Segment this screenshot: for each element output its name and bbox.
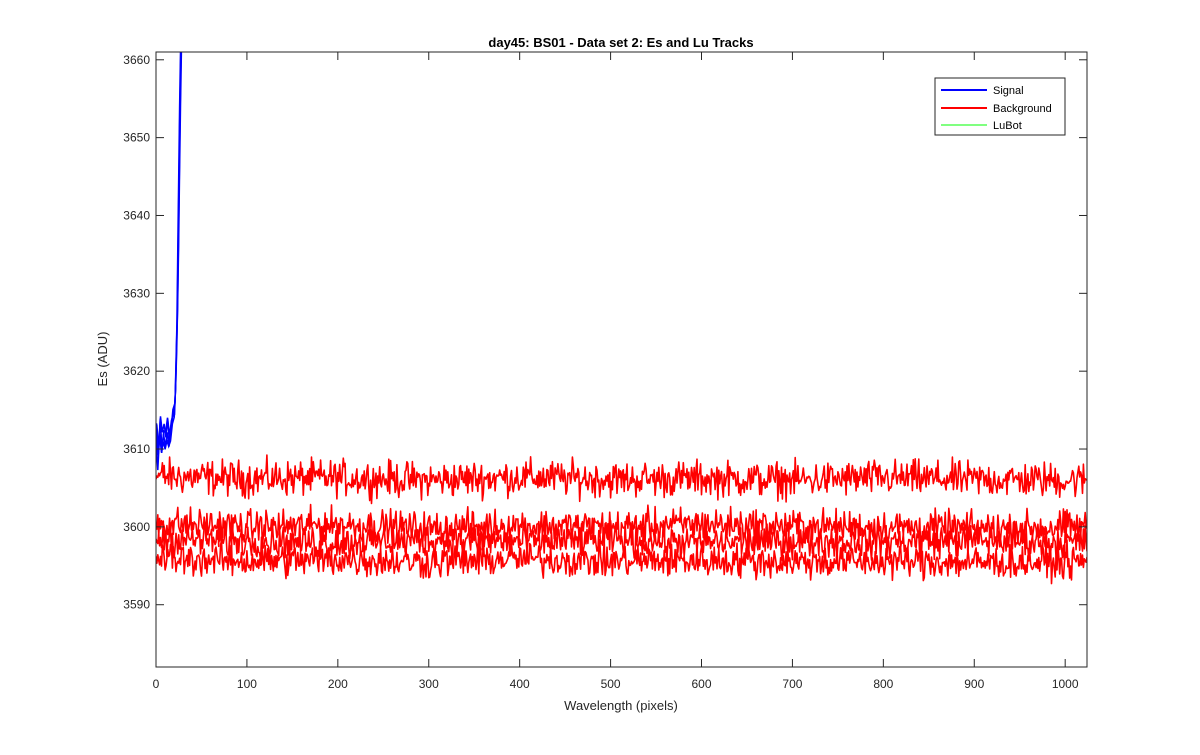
plot-box bbox=[155, 51, 1088, 668]
x-tick-label: 1000 bbox=[1052, 677, 1079, 691]
y-tick-label: 3620 bbox=[123, 364, 150, 378]
x-tick-label: 100 bbox=[237, 677, 257, 691]
x-tick-label: 900 bbox=[964, 677, 984, 691]
legend-label-signal: Signal bbox=[993, 85, 1024, 97]
series-layer bbox=[156, 52, 1087, 585]
x-tick-label: 0 bbox=[153, 677, 160, 691]
legend[interactable]: Signal Background LuBot bbox=[934, 77, 1066, 136]
series-line-background bbox=[156, 503, 1087, 549]
x-tick-label: 700 bbox=[782, 677, 802, 691]
series-line-background bbox=[156, 538, 1087, 585]
x-tick-label: 400 bbox=[510, 677, 530, 691]
y-tick-label: 3630 bbox=[123, 286, 150, 300]
y-tick-label: 3640 bbox=[123, 208, 150, 222]
series-line-signal bbox=[156, 52, 183, 448]
y-tick-label: 3590 bbox=[123, 598, 150, 612]
legend-label-lubot: LuBot bbox=[993, 120, 1022, 132]
y-tick-label: 3610 bbox=[123, 442, 150, 456]
chart-title: day45: BS01 - Data set 2: Es and Lu Trac… bbox=[488, 35, 753, 50]
x-tick-label: 600 bbox=[691, 677, 711, 691]
y-tick-label: 3600 bbox=[123, 520, 150, 534]
legend-label-background: Background bbox=[993, 103, 1052, 115]
series-line-background bbox=[156, 517, 1087, 562]
y-axis-label: Es (ADU) bbox=[95, 332, 110, 387]
x-tick-label: 800 bbox=[873, 677, 893, 691]
y-tick-label: 3660 bbox=[123, 53, 150, 67]
y-tick-label: 3650 bbox=[123, 131, 150, 145]
x-axis-label: Wavelength (pixels) bbox=[564, 698, 678, 713]
x-tick-label: 500 bbox=[601, 677, 621, 691]
tick-layer: 0 100 200 300 400 500 600 700 800 900 1000 3590 3600… bbox=[123, 52, 1087, 691]
x-tick-label: 200 bbox=[328, 677, 348, 691]
x-tick-label: 300 bbox=[419, 677, 439, 691]
series-line-background bbox=[156, 454, 1087, 505]
series-group bbox=[156, 52, 1087, 585]
